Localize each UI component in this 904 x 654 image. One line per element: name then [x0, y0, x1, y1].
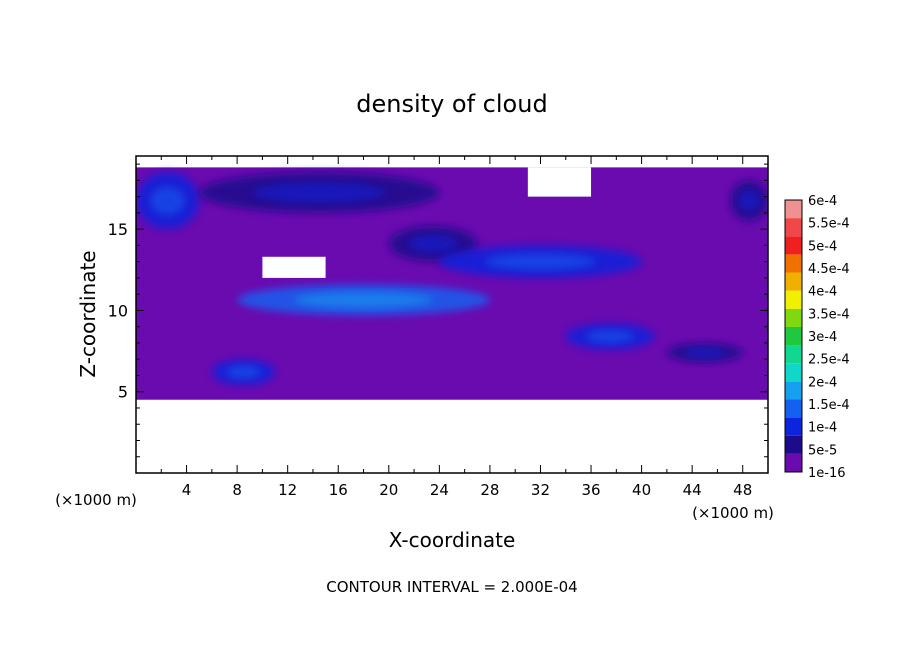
colorbar-label-3: 1e-4	[808, 421, 837, 436]
colorbar-swatch-15	[785, 200, 802, 219]
x-tick-label-48: 48	[733, 481, 752, 499]
x-tick-label-32: 32	[531, 481, 550, 499]
x-tick-label-20: 20	[379, 481, 398, 499]
x-tick-label-4: 4	[182, 481, 192, 499]
colorbar-label-13: 6e-4	[808, 194, 837, 209]
colorbar-swatch-10	[785, 290, 802, 309]
colorbar-label-9: 4e-4	[808, 285, 837, 300]
colorbar-label-7: 3e-4	[808, 330, 837, 345]
cloud-core-2	[253, 182, 386, 203]
clear-region-2	[527, 167, 592, 197]
chart-title: density of cloud	[356, 90, 547, 118]
colorbar-swatch-7	[785, 345, 802, 364]
clear-region-1	[136, 399, 768, 473]
colorbar-swatch-3	[785, 417, 802, 436]
colorbar-label-4: 1.5e-4	[808, 398, 850, 413]
plot-frame	[135, 155, 769, 474]
colorbar-label-8: 3.5e-4	[808, 307, 850, 322]
colorbar-swatch-6	[785, 363, 802, 382]
cloud-core-5	[294, 292, 434, 308]
x-axis: 4 8 12 16 20 24 28 32 36 40 44 48	[160, 156, 752, 499]
x-axis-label: X-coordinate	[389, 528, 516, 552]
colorbar-swatch-5	[785, 381, 802, 400]
colorbar-swatch-11	[785, 272, 802, 291]
y-axis-units: (×1000 m)	[55, 491, 137, 509]
density-field	[136, 167, 768, 473]
cloud-core-8	[226, 365, 261, 379]
cloud-core-3	[408, 234, 458, 253]
x-axis-units: (×1000 m)	[692, 504, 774, 522]
colorbar-label-10: 4.5e-4	[808, 262, 850, 277]
colorbar-label-1: 1e-16	[808, 466, 846, 481]
x-tick-label-28: 28	[480, 481, 499, 499]
x-tick-label-44: 44	[683, 481, 702, 499]
cloud-core-9	[738, 190, 760, 211]
colorbar-swatch-9	[785, 308, 802, 327]
colorbar-swatch-8	[785, 326, 802, 346]
colorbar: 1e-16 5e-5 1e-4 1.5e-4 2e-4 2.5e-4 3e-4 3.5e-4 4…	[784, 194, 850, 481]
colorbar-swatch-4	[785, 399, 802, 418]
y-axis-label: Z-coordinate	[76, 250, 100, 377]
colorbar-frame	[784, 199, 803, 473]
colorbar-label-2: 5e-5	[808, 443, 837, 458]
colorbar-label-12: 5.5e-4	[808, 217, 850, 232]
cloud-core-1	[150, 186, 185, 215]
contour-interval-note: CONTOUR INTERVAL = 2.000E-04	[326, 578, 577, 596]
y-tick-label-5: 5	[118, 383, 128, 402]
y-axis: 5 10 15	[108, 163, 768, 458]
colorbar-swatch-12	[785, 254, 802, 273]
colorbar-label-11: 5e-4	[808, 239, 837, 254]
cloud-core-7	[683, 347, 726, 358]
colorbar-swatch-1	[785, 453, 802, 472]
cloud-core-4	[484, 253, 597, 270]
x-tick-label-12: 12	[278, 481, 297, 499]
y-tick-label-10: 10	[108, 301, 128, 320]
x-tick-label-24: 24	[430, 481, 449, 499]
cloud-core-6	[585, 329, 635, 343]
x-tick-label-16: 16	[329, 481, 348, 499]
clear-region-3	[262, 256, 326, 278]
colorbar-label-6: 2.5e-4	[808, 353, 850, 368]
colorbar-swatch-13	[785, 236, 802, 255]
colorbar-swatch-2	[785, 435, 802, 454]
y-tick-label-15: 15	[108, 220, 128, 239]
x-tick-label-40: 40	[632, 481, 651, 499]
colorbar-swatch-14	[785, 218, 802, 237]
plot-area	[136, 167, 768, 473]
colorbar-label-5: 2e-4	[808, 375, 837, 390]
x-tick-label-8: 8	[232, 481, 242, 499]
x-tick-label-36: 36	[581, 481, 600, 499]
